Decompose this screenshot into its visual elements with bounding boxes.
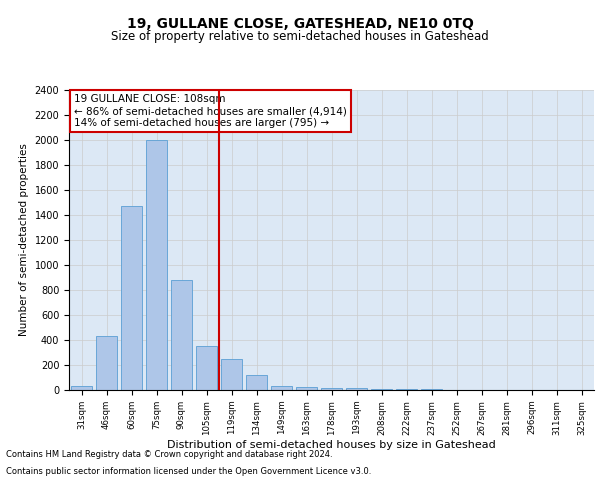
Bar	[196, 346, 217, 390]
Bar	[71, 386, 92, 390]
X-axis label: Distribution of semi-detached houses by size in Gateshead: Distribution of semi-detached houses by …	[167, 440, 496, 450]
Bar	[171, 280, 192, 390]
Bar	[271, 386, 292, 390]
Bar	[371, 389, 392, 390]
Bar	[221, 359, 242, 390]
Y-axis label: Number of semi-detached properties: Number of semi-detached properties	[19, 144, 29, 336]
Bar	[121, 206, 142, 390]
Bar	[321, 388, 342, 390]
Bar	[146, 140, 167, 390]
Text: 19 GULLANE CLOSE: 108sqm
← 86% of semi-detached houses are smaller (4,914)
14% o: 19 GULLANE CLOSE: 108sqm ← 86% of semi-d…	[74, 94, 347, 128]
Bar	[346, 388, 367, 390]
Text: Size of property relative to semi-detached houses in Gateshead: Size of property relative to semi-detach…	[111, 30, 489, 43]
Bar	[246, 375, 267, 390]
Text: Contains HM Land Registry data © Crown copyright and database right 2024.: Contains HM Land Registry data © Crown c…	[6, 450, 332, 459]
Bar	[296, 387, 317, 390]
Text: 19, GULLANE CLOSE, GATESHEAD, NE10 0TQ: 19, GULLANE CLOSE, GATESHEAD, NE10 0TQ	[127, 18, 473, 32]
Bar	[96, 336, 117, 390]
Text: Contains public sector information licensed under the Open Government Licence v3: Contains public sector information licen…	[6, 468, 371, 476]
